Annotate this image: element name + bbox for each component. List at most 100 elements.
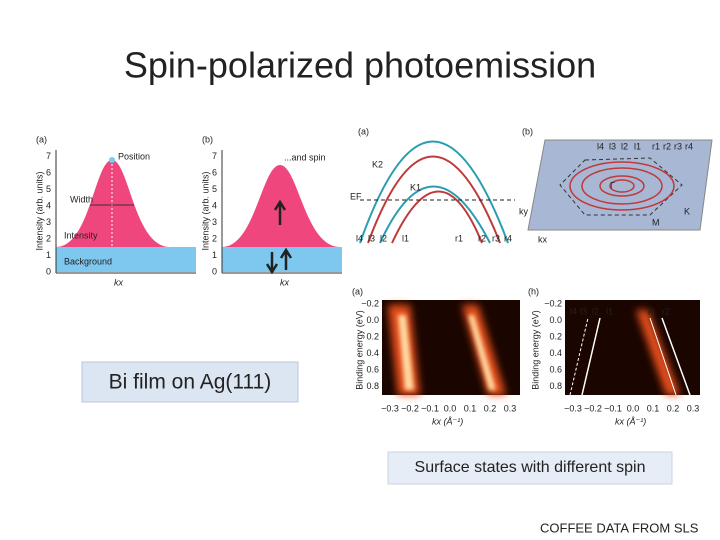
tick-label: 6 [46, 167, 51, 177]
panel-label: (b) [522, 126, 533, 136]
tick-label: 0.4 [366, 348, 379, 358]
tick-label: 0.3 [504, 403, 517, 413]
tick-label: −0.3 [564, 403, 582, 413]
caption: Bi film on Ag(111) [109, 371, 272, 394]
label: r3 [492, 233, 500, 243]
tick-label: 6 [212, 167, 217, 177]
panel-label: (a) [36, 134, 47, 144]
background-band [56, 247, 196, 272]
label: K [684, 206, 690, 216]
guide [569, 317, 589, 396]
label: r2 [478, 233, 486, 243]
plane [527, 139, 713, 231]
label: r4 [504, 233, 512, 243]
band [391, 190, 483, 244]
tick-label: 0.4 [549, 348, 562, 358]
contour [609, 179, 635, 193]
tick-label: 0.2 [366, 331, 379, 341]
label: Intensity [64, 230, 98, 240]
axis-label: kx (Å⁻¹) [432, 416, 463, 426]
streak [398, 315, 414, 390]
footer: COFFEE DATA FROM SLS [540, 520, 699, 535]
label: K2 [372, 159, 383, 169]
figure-bands [359, 140, 515, 244]
tick-label: −0.2 [544, 298, 562, 308]
label: r2 [663, 141, 671, 151]
axis-label: kx [114, 277, 124, 287]
spin-arrow [265, 247, 293, 275]
label: ...and spin [284, 152, 326, 162]
axis-label: Intensity (arb. units) [34, 171, 44, 250]
label: l3 [580, 306, 587, 316]
axis-label: kx (Å⁻¹) [615, 416, 646, 426]
tick-label: 5 [212, 184, 217, 194]
label: r1 [455, 233, 463, 243]
tick-label: −0.2 [584, 403, 602, 413]
label: l2 [592, 306, 599, 316]
axis-label: Intensity (arb. units) [200, 171, 210, 250]
figure-left [55, 150, 342, 275]
label: r3 [674, 141, 682, 151]
tick-label: 0.1 [464, 403, 477, 413]
label: l1 [606, 306, 613, 316]
tick-label: 0.2 [484, 403, 497, 413]
label: l1 [634, 141, 641, 151]
band [359, 140, 509, 244]
label: l4 [597, 141, 604, 151]
heatmap [565, 300, 700, 395]
contour [569, 161, 675, 211]
tick-label: 0.8 [366, 381, 379, 391]
label: kx [538, 234, 548, 244]
label: Position [118, 151, 150, 161]
spin-arrow [273, 199, 287, 225]
tick-label: 1 [212, 250, 217, 260]
tick-label: −0.1 [421, 403, 439, 413]
label: l4 [356, 233, 363, 243]
tick-label: 1 [46, 250, 51, 260]
peak [56, 160, 170, 247]
tick-label: −0.2 [401, 403, 419, 413]
tick-label: 0.8 [549, 381, 562, 391]
tick-label: 3 [212, 217, 217, 227]
axis-label: kx [280, 277, 290, 287]
label: Γ [610, 180, 615, 190]
tick-label: 2 [212, 233, 217, 243]
guide [649, 317, 677, 396]
tick-label: 2 [46, 233, 51, 243]
tick-label: 0.2 [667, 403, 680, 413]
axis-label: Binding energy (eV) [354, 310, 364, 390]
tick-label: 0.0 [366, 315, 379, 325]
marker [109, 157, 115, 163]
background-band [222, 247, 342, 272]
label: r4 [685, 141, 693, 151]
tick-label: −0.1 [604, 403, 622, 413]
label: l2 [380, 233, 387, 243]
tick-label: 0.3 [687, 403, 700, 413]
band [379, 185, 491, 244]
label: r2 [662, 306, 670, 316]
tick-label: 0.0 [549, 315, 562, 325]
streak [468, 315, 496, 390]
tick-label: −0.3 [381, 403, 399, 413]
tick-label: 4 [212, 200, 217, 210]
tick-label: 0.0 [627, 403, 640, 413]
panel-label: (a) [352, 286, 363, 296]
label: l3 [368, 233, 375, 243]
band [367, 155, 501, 244]
panel-label: (b) [202, 134, 213, 144]
tick-label: 0.6 [366, 364, 379, 374]
tick-label: 0.2 [549, 331, 562, 341]
tick-label: −0.2 [361, 298, 379, 308]
tick-label: 0.6 [549, 364, 562, 374]
panel-label: (h) [528, 286, 539, 296]
panel-label: (a) [358, 126, 369, 136]
figure-arpes [382, 300, 700, 396]
tick-label: 4 [46, 200, 51, 210]
tick-label: 3 [46, 217, 51, 227]
contour [599, 175, 645, 197]
caption-box [387, 451, 673, 485]
label: K1 [410, 182, 421, 192]
label: l2 [621, 141, 628, 151]
tick-label: 7 [212, 151, 217, 161]
